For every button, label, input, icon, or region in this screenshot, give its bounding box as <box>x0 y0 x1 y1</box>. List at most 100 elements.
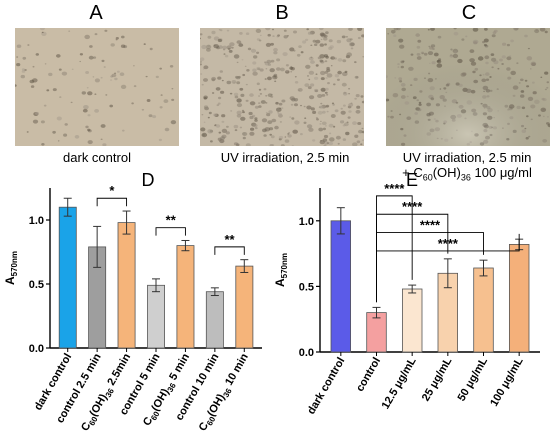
cell-speck <box>330 114 336 118</box>
cell-speck <box>328 39 333 43</box>
cell-speck <box>241 59 244 61</box>
cell-speck <box>100 138 103 140</box>
cell-speck <box>326 73 333 78</box>
cell-speck <box>314 43 318 46</box>
x-tick-label: control <box>354 356 383 394</box>
cell-speck <box>211 76 217 81</box>
cell-speck <box>120 84 127 89</box>
cell-speck <box>356 140 361 144</box>
cell-speck <box>321 94 326 97</box>
cell-speck <box>263 88 267 91</box>
y-axis-label: A570nm <box>273 253 289 287</box>
significance-label: **** <box>420 218 441 233</box>
cell-speck <box>104 29 108 32</box>
cell-speck <box>333 125 336 128</box>
cell-speck <box>245 32 250 35</box>
cell-speck <box>213 36 220 41</box>
cell-speck <box>300 133 303 136</box>
y-tick-label: 0.0 <box>29 343 44 355</box>
cell-speck <box>282 52 288 57</box>
cell-speck <box>146 99 151 102</box>
caption-b: UV irradiation, 2.5 min <box>220 150 350 165</box>
significance-label: **** <box>402 199 423 214</box>
cell-speck <box>316 118 319 121</box>
cell-speck <box>306 28 309 31</box>
cell-speck <box>215 124 221 128</box>
cell-speck <box>234 129 238 132</box>
y-tick-label: 1.0 <box>29 215 44 227</box>
cell-speck <box>294 120 300 125</box>
cell-speck <box>285 69 289 72</box>
cell-speck <box>102 143 107 146</box>
cell-speck <box>87 128 91 132</box>
cell-speck <box>170 120 177 125</box>
cell-speck <box>290 71 293 73</box>
cell-speck <box>290 103 294 106</box>
cell-speck <box>237 75 241 79</box>
cell-speck <box>149 47 153 51</box>
significance-label: ** <box>166 213 177 228</box>
cell-speck <box>250 127 255 131</box>
bar <box>235 265 254 349</box>
cell-speck <box>336 39 342 44</box>
cell-speck <box>206 48 211 52</box>
cell-speck <box>317 94 323 98</box>
cell-speck <box>310 107 315 111</box>
y-tick-label: 1.0 <box>299 216 314 228</box>
cell-speck <box>115 37 119 40</box>
cell-speck <box>278 102 283 106</box>
cell-speck <box>274 125 279 130</box>
cell-speck <box>280 144 285 146</box>
y-tick-label: 0.5 <box>299 281 314 293</box>
cell-speck <box>255 28 262 33</box>
significance-bracket <box>376 195 413 303</box>
cell-speck <box>320 87 326 92</box>
cell-speck <box>283 29 287 32</box>
cell-speck <box>345 36 348 38</box>
cell-speck <box>114 77 118 81</box>
cell-speck <box>354 75 359 79</box>
cell-speck <box>278 135 284 140</box>
cell-speck <box>360 143 363 146</box>
cell-speck <box>312 39 317 43</box>
cell-speck <box>323 37 328 41</box>
cell-speck <box>133 85 137 88</box>
cell-speck <box>319 105 324 109</box>
cell-speck <box>308 78 311 81</box>
caption-c-line2: + C60(OH)36 100 μg/ml <box>402 165 532 183</box>
cell-speck <box>290 67 295 71</box>
cell-speck <box>324 141 329 145</box>
cell-speck <box>233 142 239 146</box>
cell-speck <box>307 31 313 35</box>
cell-speck <box>22 56 27 60</box>
cell-speck <box>117 70 120 73</box>
cell-speck <box>35 53 39 56</box>
cell-speck <box>242 73 246 77</box>
cell-speck <box>100 124 106 128</box>
cell-speck <box>273 47 278 52</box>
cell-speck <box>342 138 347 141</box>
cell-speck <box>258 102 261 104</box>
cell-speck <box>287 133 290 135</box>
cell-speck <box>330 56 335 60</box>
cell-speck <box>326 66 330 70</box>
cell-speck <box>347 116 351 119</box>
x-tick-label: 50 μg/mL <box>456 355 491 403</box>
cell-speck <box>267 76 272 81</box>
cell-speck <box>71 68 74 70</box>
cell-speck <box>252 71 258 76</box>
cell-speck <box>221 114 226 118</box>
cell-speck <box>236 103 243 108</box>
cell-speck <box>169 65 174 68</box>
cell-speck <box>361 100 364 104</box>
cell-speck <box>44 63 47 65</box>
cell-speck <box>258 105 262 108</box>
cell-speck <box>328 123 334 128</box>
cell-speck <box>247 47 252 51</box>
cell-speck <box>319 43 324 47</box>
cell-speck <box>322 138 328 142</box>
cell-speck <box>245 143 251 146</box>
cell-speck <box>242 132 246 135</box>
caption-a: dark control <box>63 150 131 165</box>
cell-speck <box>171 98 175 101</box>
